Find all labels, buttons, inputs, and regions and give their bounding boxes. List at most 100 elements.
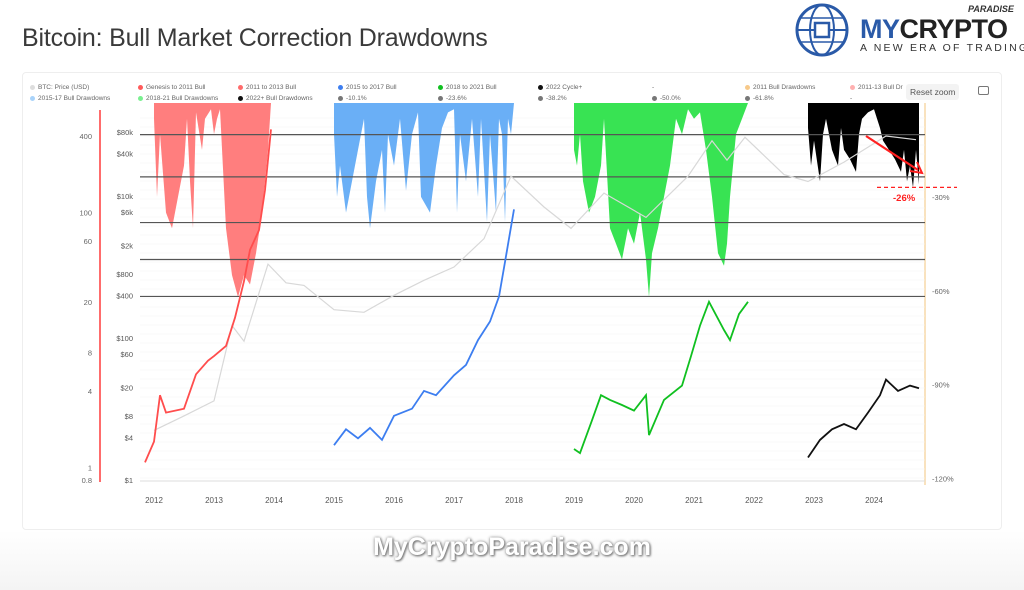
legend-marker-icon	[138, 85, 143, 90]
legend-item[interactable]: -	[652, 84, 654, 91]
legend-label: 2018-21 Bull Drawdowns	[146, 95, 219, 102]
price-tick-label: $8	[125, 412, 133, 421]
legend-item[interactable]: 2015-17 Bull Drawdowns	[30, 95, 110, 102]
multiple-tick-label: 20	[84, 298, 92, 307]
legend-label: -50.0%	[660, 95, 681, 102]
price-tick-label: $800	[116, 270, 133, 279]
legend-item[interactable]: 2022 Cycle+	[538, 84, 582, 91]
drawdown-tick-label: -60%	[932, 287, 950, 296]
multiple-tick-label: 100	[79, 209, 92, 218]
legend-marker-icon	[850, 85, 855, 90]
price-tick-label: $20	[120, 384, 133, 393]
globe-circuit-icon	[795, 3, 849, 57]
price-tick-label: $80k	[117, 128, 134, 137]
drawdown-tick-label: -30%	[932, 193, 950, 202]
legend-marker-icon	[238, 96, 243, 101]
legend-marker-icon	[538, 96, 543, 101]
x-tick-label: 2012	[145, 496, 163, 505]
legend-item[interactable]: -10.1%	[338, 95, 367, 102]
legend-label: -38.2%	[546, 95, 567, 102]
x-tick-label: 2016	[385, 496, 403, 505]
legend-label: Genesis to 2011 Bull	[146, 84, 206, 91]
legend-label: 2015 to 2017 Bull	[346, 84, 397, 91]
brand-logo: PARADISE MYCRYPTO A NEW ERA OF TRADING	[790, 2, 1024, 58]
x-tick-label: 2022	[745, 496, 763, 505]
x-tick-label: 2020	[625, 496, 643, 505]
x-tick-label: 2024	[865, 496, 883, 505]
x-tick-label: 2023	[805, 496, 823, 505]
legend-marker-icon	[745, 96, 750, 101]
cycle-line-4	[807, 378, 920, 459]
legend-label: -	[850, 95, 853, 102]
legend-marker-icon	[438, 96, 443, 101]
cycle-line-1	[144, 129, 272, 463]
legend-marker-icon	[538, 85, 543, 90]
legend-marker-icon	[30, 85, 35, 90]
x-tick-label: 2015	[325, 496, 343, 505]
legend-item[interactable]: -38.2%	[538, 95, 567, 102]
bottom-band	[0, 530, 1024, 590]
logo-tagline: A NEW ERA OF TRADING	[860, 42, 1024, 54]
drawdown-area-1	[154, 103, 271, 298]
price-tick-label: $6k	[121, 208, 133, 217]
legend-label: 2011 to 2013 Bull	[246, 84, 297, 91]
legend-item[interactable]: 2022+ Bull Drawdowns	[238, 95, 313, 102]
watermark: MyCryptoParadise.com	[373, 533, 651, 561]
legend-label: 2011-13 Bull Dr	[858, 84, 903, 91]
legend-label: -23.6%	[446, 95, 467, 102]
legend-item[interactable]: -50.0%	[652, 95, 681, 102]
x-tick-label: 2019	[565, 496, 583, 505]
multiple-tick-label: 400	[79, 132, 92, 141]
price-tick-label: $2k	[121, 242, 133, 251]
price-tick-label: $400	[116, 291, 133, 300]
price-tick-label: $100	[116, 334, 133, 343]
legend-item[interactable]: 2011 to 2013 Bull	[238, 84, 296, 91]
legend-item[interactable]: -23.6%	[438, 95, 467, 102]
legend-label: -61.8%	[753, 95, 774, 102]
logo-wordmark: MYCRYPTO	[860, 14, 1008, 45]
legend-marker-icon	[238, 85, 243, 90]
cycle-line-3	[573, 299, 749, 455]
legend-item[interactable]: 2018 to 2021 Bull	[438, 84, 497, 91]
legend-item[interactable]: BTC: Price (USD)	[30, 84, 89, 91]
x-tick-label: 2021	[685, 496, 703, 505]
legend-item[interactable]: Genesis to 2011 Bull	[138, 84, 206, 91]
legend-item[interactable]: 2011-13 Bull Dr	[850, 84, 903, 91]
annotation-arrow-shaft	[865, 135, 919, 171]
drawdown-tick-label: -120%	[932, 475, 954, 484]
legend-label: 2022+ Bull Drawdowns	[246, 95, 313, 102]
x-tick-label: 2017	[445, 496, 463, 505]
logo-paradise: PARADISE	[968, 4, 1014, 14]
legend-marker-icon	[338, 96, 343, 101]
drawdown-area-2	[334, 103, 514, 229]
legend-item[interactable]: 2018-21 Bull Drawdowns	[138, 95, 218, 102]
legend-label: -	[652, 84, 655, 91]
legend-item[interactable]: 2011 Bull Drawdowns	[745, 84, 815, 91]
legend-item[interactable]: 2015 to 2017 Bull	[338, 84, 397, 91]
camera-icon[interactable]	[978, 86, 989, 95]
drawdown-area-3	[574, 103, 748, 298]
legend-label: 2022 Cycle+	[546, 84, 583, 91]
x-tick-label: 2014	[265, 496, 283, 505]
legend-item[interactable]: -61.8%	[745, 95, 774, 102]
annotation-arrow-head-icon	[909, 161, 924, 175]
legend-item[interactable]: -	[850, 95, 852, 102]
multiple-tick-label: 8	[88, 349, 92, 358]
legend-marker-icon	[745, 85, 750, 90]
x-tick-label: 2013	[205, 496, 223, 505]
legend-label: 2018 to 2021 Bull	[446, 84, 497, 91]
price-tick-label: $60	[120, 350, 133, 359]
multiple-tick-label: 0.8	[82, 476, 92, 485]
page-title: Bitcoin: Bull Market Correction Drawdown…	[22, 24, 488, 52]
multiple-tick-label: 4	[88, 387, 92, 396]
legend-marker-icon	[338, 85, 343, 90]
legend-label: 2015-17 Bull Drawdowns	[38, 95, 111, 102]
reset-zoom-button[interactable]: Reset zoom	[906, 84, 960, 100]
legend-marker-icon	[652, 96, 657, 101]
price-tick-label: $1	[125, 476, 133, 485]
drawdown-area-4	[808, 103, 919, 188]
legend-label: -10.1%	[346, 95, 367, 102]
price-tick-label: $40k	[117, 149, 134, 158]
price-tick-label: $4	[125, 433, 133, 442]
